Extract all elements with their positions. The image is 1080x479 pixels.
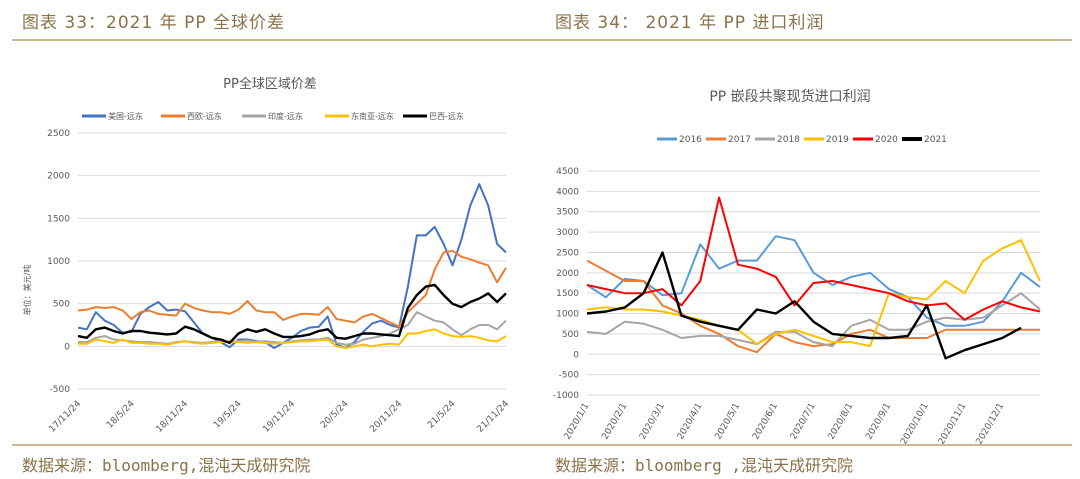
y-tick-label: 0 [64, 342, 70, 352]
legend-label: 2016 [679, 135, 702, 145]
y-tick-label: 2000 [556, 269, 579, 279]
chart-title: PP 嵌段共聚现货进口利润 [709, 88, 870, 105]
y-tick-label: 500 [53, 300, 70, 310]
left-source-note: 数据来源：bloomberg,混沌天成研究院 [22, 456, 311, 475]
legend-label: 2021 [924, 135, 947, 145]
series-line-2018 [586, 292, 1041, 348]
y-tick-label: 3500 [556, 208, 579, 218]
series-line-2020 [586, 196, 1041, 321]
x-tick-label: 2020/5/1 [714, 402, 743, 442]
x-tick-label: 2020/7/1 [789, 402, 818, 442]
x-tick-label: 2020/8/1 [827, 402, 856, 442]
legend-label: 2018 [777, 135, 800, 145]
legend-label: 2020 [875, 135, 898, 145]
y-tick-label: 500 [562, 330, 579, 340]
y-tick-label: 4000 [556, 187, 579, 197]
y-tick-label: 2500 [47, 129, 70, 139]
global-spread-chart: PP全球区域价差 2500 2000 1500 1000 500 0 -500 17/11/24… [22, 76, 511, 435]
right-source-note: 数据来源：bloomberg ,混沌天成研究院 [555, 456, 853, 475]
legend-label: 西欧-远东 [187, 111, 222, 121]
x-tick-label: 18/11/24 [154, 399, 190, 435]
series-line-2019 [586, 239, 1041, 348]
footer-divider [12, 444, 1072, 446]
x-tick-label: 2020/3/1 [638, 402, 667, 442]
x-tick-label: 2020/1/1 [563, 402, 592, 442]
y-tick-label: 1000 [47, 257, 70, 267]
series-line-美国-远东 [77, 183, 507, 349]
legend-label: 2017 [728, 135, 751, 145]
y-axis-label: 单位：美元/吨 [22, 265, 32, 316]
series-line-西欧-远东 [77, 249, 507, 328]
x-tick-label: 21/5/24 [426, 399, 458, 431]
y-tick-label: 1500 [47, 214, 70, 224]
series-line-东南亚-远东 [78, 328, 507, 349]
x-tick-label: 20/5/24 [319, 399, 351, 431]
y-tick-label: -500 [559, 371, 580, 381]
legend-label: 印度-远东 [268, 111, 303, 121]
y-tick-label: 1000 [556, 310, 579, 320]
series-line-2016 [586, 235, 1041, 327]
chart-title: PP全球区域价差 [223, 76, 317, 92]
series-line-2017 [586, 259, 1040, 354]
series-line-巴西-远东 [77, 283, 507, 345]
x-tick-label: 2020/12/1 [975, 402, 1007, 447]
left-figure-title: 图表 33：2021 年 PP 全球价差 [22, 13, 286, 33]
y-tick-label: -500 [50, 385, 71, 395]
x-tick-label: 19/5/24 [212, 399, 244, 431]
x-tick-label: 2020/2/1 [600, 402, 629, 442]
legend-label: 巴西-远东 [429, 111, 464, 121]
legend-label: 东南亚-远东 [351, 111, 394, 121]
y-tick-label: -1000 [553, 391, 579, 401]
series-line-2021 [586, 251, 1022, 360]
right-figure-title: 图表 34： 2021 年 PP 进口利润 [555, 13, 825, 33]
legend-label: 2019 [826, 135, 849, 145]
y-tick-label: 1500 [556, 289, 579, 299]
y-tick-label: 3000 [556, 228, 579, 238]
x-tick-label: 17/11/24 [47, 399, 83, 435]
import-profit-chart: PP 嵌段共聚现货进口利润 4500 4000 3500 3000 2500 2000 150… [553, 88, 1041, 447]
y-tick-label: 2000 [47, 172, 70, 182]
y-tick-label: 0 [573, 350, 579, 360]
x-tick-label: 20/11/24 [368, 399, 404, 435]
x-tick-label: 2020/9/1 [864, 402, 893, 442]
header-divider [12, 39, 1072, 41]
legend-label: 美国-远东 [108, 111, 143, 121]
x-tick-label: 2020/11/1 [937, 402, 969, 447]
x-tick-label: 2020/10/1 [899, 402, 931, 447]
x-tick-label: 2020/4/1 [676, 402, 705, 442]
x-tick-label: 2020/6/1 [751, 402, 780, 442]
x-tick-label: 18/5/24 [105, 399, 137, 431]
y-tick-label: 4500 [556, 167, 579, 177]
y-tick-label: 2500 [556, 248, 579, 258]
x-tick-label: 19/11/24 [261, 399, 297, 435]
x-tick-label: 21/11/24 [475, 399, 511, 435]
